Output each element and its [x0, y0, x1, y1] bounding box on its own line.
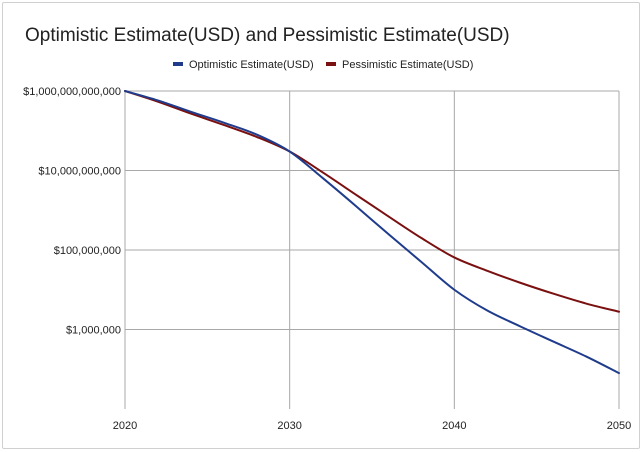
gridlines [124, 90, 620, 409]
optimistic-series-line [124, 90, 620, 375]
y-tick-label: $1,000,000 [66, 325, 121, 337]
legend-label-pessimistic: Pessimistic Estimate(USD) [342, 59, 473, 71]
x-tick-label: 2020 [113, 420, 137, 432]
y-tick-label: $100,000,000 [54, 245, 121, 257]
x-tick-label: 2050 [607, 420, 631, 432]
x-axis-ticks: 2020 2030 2040 2050 [113, 420, 631, 432]
series-lines [124, 90, 620, 375]
legend-swatch-pessimistic [326, 62, 336, 66]
pessimistic-series-line [124, 90, 620, 313]
legend-label-optimistic: Optimistic Estimate(USD) [189, 59, 314, 71]
legend: Optimistic Estimate(USD) Pessimistic Est… [173, 59, 473, 71]
x-tick-label: 2030 [277, 420, 301, 432]
y-tick-label: $1,000,000,000,000 [23, 86, 121, 98]
chart-frame: Optimistic Estimate(USD) and Pessimistic… [2, 2, 640, 449]
x-tick-label: 2040 [442, 420, 466, 432]
legend-item-optimistic: Optimistic Estimate(USD) [173, 59, 314, 71]
y-axis-ticks: $1,000,000 $100,000,000 $10,000,000,000 $1,… [23, 86, 121, 337]
legend-item-pessimistic: Pessimistic Estimate(USD) [326, 59, 473, 71]
y-tick-label: $10,000,000,000 [38, 166, 121, 178]
line-chart: Optimistic Estimate(USD) and Pessimistic… [23, 25, 631, 432]
chart-title: Optimistic Estimate(USD) and Pessimistic… [25, 25, 510, 46]
legend-swatch-optimistic [173, 62, 183, 66]
